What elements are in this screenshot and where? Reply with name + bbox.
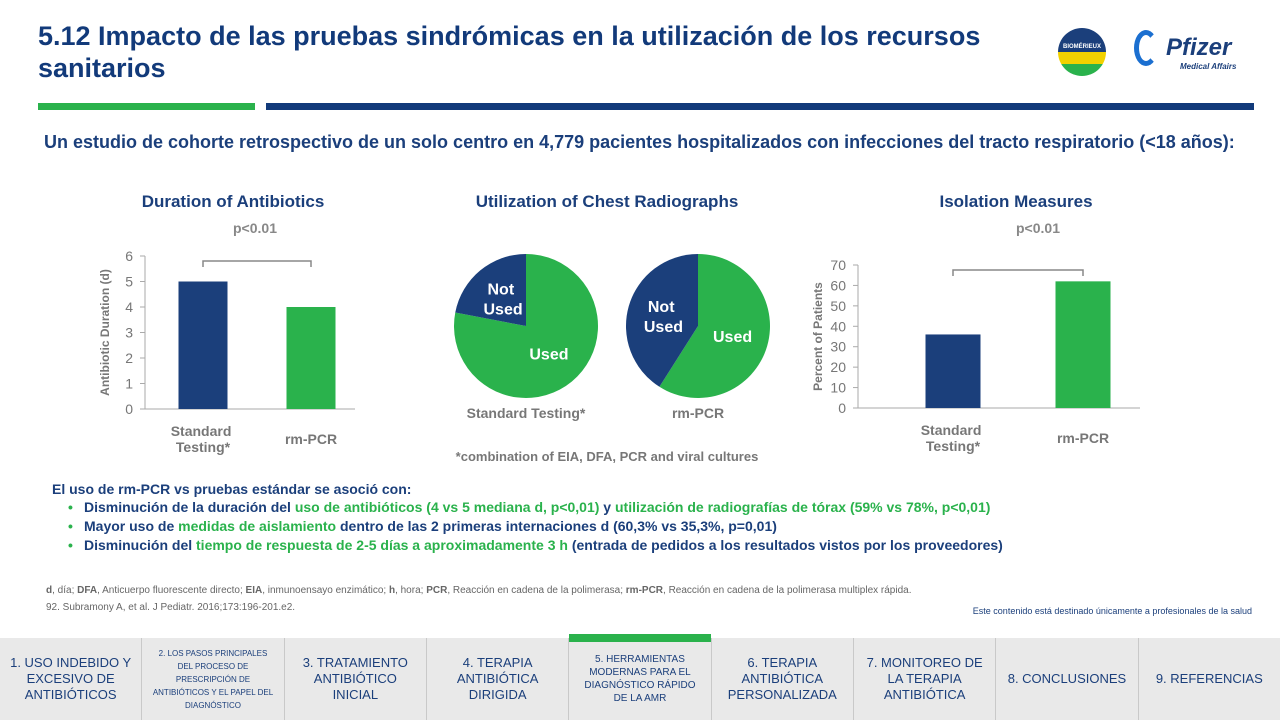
x-tick-label: Standard Testing* bbox=[921, 422, 986, 454]
bullet-segment: uso de antibióticos (4 vs 5 mediana d, p… bbox=[294, 499, 600, 515]
abbr-segment: h bbox=[388, 585, 396, 596]
x-tick-label: Standard Testing* bbox=[171, 423, 236, 455]
abbr-segment: PCR bbox=[426, 585, 448, 596]
bullet: Disminución del tiempo de respuesta de 2… bbox=[68, 537, 1003, 556]
y-tick-label: 6 bbox=[125, 248, 133, 264]
y-tick-label: 5 bbox=[125, 274, 133, 290]
y-tick-label: 4 bbox=[125, 299, 133, 315]
pfizer-swirl bbox=[1134, 30, 1158, 66]
chart-title: Isolation Measures bbox=[939, 192, 1092, 211]
bullet-segment: medidas de aislamiento bbox=[178, 518, 337, 534]
nav-item[interactable]: 3. TRATAMIENTO ANTIBIÓTICO INICIAL bbox=[283, 638, 426, 720]
nav-item[interactable]: 5. HERRAMIENTAS MODERNAS PARA EL DIAGNÓS… bbox=[568, 638, 710, 720]
y-tick-label: 0 bbox=[125, 401, 133, 417]
pie-slice bbox=[626, 254, 698, 387]
y-tick-label: 60 bbox=[830, 277, 846, 293]
abbr-segment: , Reacción en cadena de la polimerasa; bbox=[447, 585, 626, 596]
y-tick-label: 3 bbox=[125, 325, 133, 341]
y-tick-label: 50 bbox=[830, 298, 846, 314]
bullet: Mayor uso de medidas de aislamiento dent… bbox=[68, 518, 1003, 537]
slice-label: Not Used bbox=[483, 281, 522, 318]
nav-item[interactable]: 1. USO INDEBIDO Y EXCESIVO DE ANTIBIÓTIC… bbox=[10, 655, 132, 702]
bullet-segment: Disminución de la duración del bbox=[84, 499, 295, 515]
nav-bar: 1. USO INDEBIDO Y EXCESIVO DE ANTIBIÓTIC… bbox=[0, 638, 1280, 720]
chart-title: Duration of Antibiotics bbox=[142, 192, 325, 211]
y-axis-label: Antibiotic Duration (d) bbox=[98, 269, 112, 396]
pie-name: Standard Testing* bbox=[467, 405, 586, 421]
bullet-segment: utilización de radiografías de tórax (59… bbox=[615, 499, 991, 515]
abbr-segment: , Reacción en cadena de la polimerasa mu… bbox=[663, 585, 912, 596]
pfizer-logo: Pfizer bbox=[1166, 34, 1232, 61]
slice-label: Not Used bbox=[644, 299, 683, 336]
bullet-segment: y bbox=[599, 499, 615, 515]
abbr-segment: rm-PCR bbox=[625, 585, 664, 596]
bullet-segment: Disminución del bbox=[84, 537, 197, 553]
y-tick-label: 2 bbox=[125, 350, 133, 366]
bar bbox=[1055, 281, 1111, 408]
divider-blue bbox=[266, 103, 1254, 110]
chart-title: Utilization of Chest Radiographs bbox=[476, 192, 739, 211]
bullet: Disminución de la duración del uso de an… bbox=[68, 499, 1003, 518]
pie-slice bbox=[659, 254, 770, 398]
nav-item[interactable]: 9. REFERENCIAS bbox=[1137, 638, 1280, 720]
bullet-segment: dentro de las 2 primeras internaciones d… bbox=[336, 518, 777, 534]
slice-label: Used bbox=[529, 347, 568, 364]
divider-green bbox=[38, 103, 255, 110]
bracket bbox=[202, 260, 312, 267]
abbr-segment: , Anticuerpo fluorescente directo; bbox=[97, 585, 246, 596]
annotation: p<0.01 bbox=[233, 220, 277, 236]
summary-lead: El uso de rm-PCR vs pruebas estándar se … bbox=[52, 481, 412, 497]
bar bbox=[286, 307, 336, 409]
pie-slice bbox=[455, 254, 526, 326]
charts: Duration of Antibiotics p<0.01 0 1 2 3 4 5 6 Anti… bbox=[98, 192, 1140, 464]
abbr-segment: EIA bbox=[245, 585, 263, 596]
biomerieux-logo: BIOMÉRIEUX bbox=[1058, 28, 1106, 76]
summary-bullets: Disminución de la duración del uso de an… bbox=[68, 499, 1003, 556]
abbr-segment: d bbox=[46, 585, 53, 596]
y-tick-label: 10 bbox=[830, 380, 846, 396]
slice-label: Used bbox=[713, 329, 752, 346]
bullet-segment: tiempo de respuesta de 2-5 días a aproxi… bbox=[196, 537, 568, 553]
y-tick-label: 30 bbox=[830, 339, 846, 355]
slide-title: 5.12 Impacto de las pruebas sindrómicas … bbox=[38, 21, 981, 83]
pie-name: rm-PCR bbox=[672, 405, 724, 421]
x-tick-label: rm-PCR bbox=[1057, 430, 1109, 446]
bullet-segment: Mayor uso de bbox=[84, 518, 179, 534]
nav-active-indicator bbox=[568, 634, 711, 642]
x-tick-label: rm-PCR bbox=[285, 431, 337, 447]
nav-item[interactable]: 6. TERAPIA ANTIBIÓTICA PERSONALIZADA bbox=[710, 638, 853, 720]
bar bbox=[178, 281, 228, 409]
nav-item[interactable]: 4. TERAPIA ANTIBIÓTICA DIRIGIDA bbox=[425, 638, 568, 720]
logo-text: BIOMÉRIEUX bbox=[1062, 44, 1101, 50]
abbr-segment: , hora; bbox=[395, 585, 427, 596]
y-tick-label: 40 bbox=[830, 318, 846, 334]
bracket bbox=[952, 269, 1084, 276]
intro: Un estudio de cohorte retrospectivo de u… bbox=[44, 132, 1235, 152]
annotation: p<0.01 bbox=[1016, 220, 1060, 236]
abbr-segment: DFA bbox=[77, 585, 98, 596]
nav-item[interactable]: 8. CONCLUSIONES bbox=[995, 638, 1137, 720]
abbr-segment: , inmunoensayo enzimático; bbox=[262, 585, 389, 596]
reference: 92. Subramony A, et al. J Pediatr. 2016;… bbox=[46, 602, 296, 613]
y-tick-label: 20 bbox=[830, 359, 846, 375]
abbr-segment: , día; bbox=[52, 585, 78, 596]
disclaimer: Este contenido está destinado únicamente… bbox=[972, 606, 1252, 616]
nav-item[interactable]: 7. MONITOREO DE LA TERAPIA ANTIBIÓTICA bbox=[852, 638, 995, 720]
abbreviations: d, día; DFA, Anticuerpo fluorescente dir… bbox=[46, 585, 912, 596]
bar bbox=[925, 334, 981, 408]
y-axis-label: Percent of Patients bbox=[811, 282, 825, 391]
y-tick-label: 70 bbox=[830, 257, 846, 273]
nav-item[interactable]: 2. LOS PASOS PRINCIPALES DEL PROCESO DE … bbox=[141, 638, 283, 720]
y-tick-label: 1 bbox=[125, 376, 133, 392]
pfizer-sub: Medical Affairs bbox=[1180, 62, 1237, 71]
chart-note: *combination of EIA, DFA, PCR and viral … bbox=[456, 449, 759, 464]
y-tick-label: 0 bbox=[838, 400, 846, 416]
bullet-segment: (entrada de pedidos a los resultados vis… bbox=[567, 537, 1003, 553]
